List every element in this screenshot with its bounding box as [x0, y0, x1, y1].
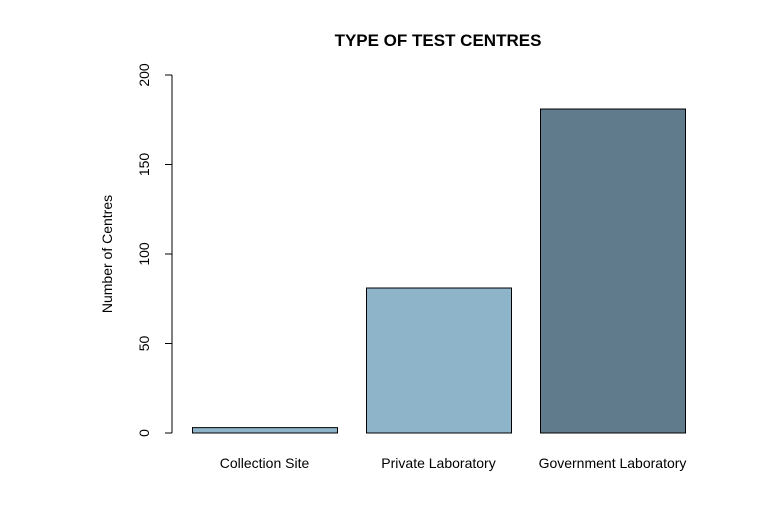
- y-tick-label: 0: [136, 429, 152, 437]
- y-axis-ticks: 0 50 100 150 200: [136, 63, 172, 437]
- y-axis-label: Number of Centres: [99, 195, 115, 313]
- bar: [540, 108, 686, 434]
- bars: [192, 108, 686, 434]
- bar: [366, 287, 512, 434]
- y-tick-label: 100: [136, 242, 152, 266]
- bar: [192, 427, 338, 434]
- x-category-label: Government Laboratory: [539, 455, 687, 471]
- y-tick-label: 50: [136, 336, 152, 352]
- x-category-label: Private Laboratory: [381, 455, 495, 471]
- x-axis-category-labels: Collection Site Private Laboratory Governm…: [220, 455, 687, 471]
- x-category-label: Collection Site: [220, 455, 310, 471]
- chart-title: TYPE OF TEST CENTRES: [335, 31, 542, 50]
- y-tick-label: 200: [136, 63, 152, 87]
- y-tick-label: 150: [136, 153, 152, 177]
